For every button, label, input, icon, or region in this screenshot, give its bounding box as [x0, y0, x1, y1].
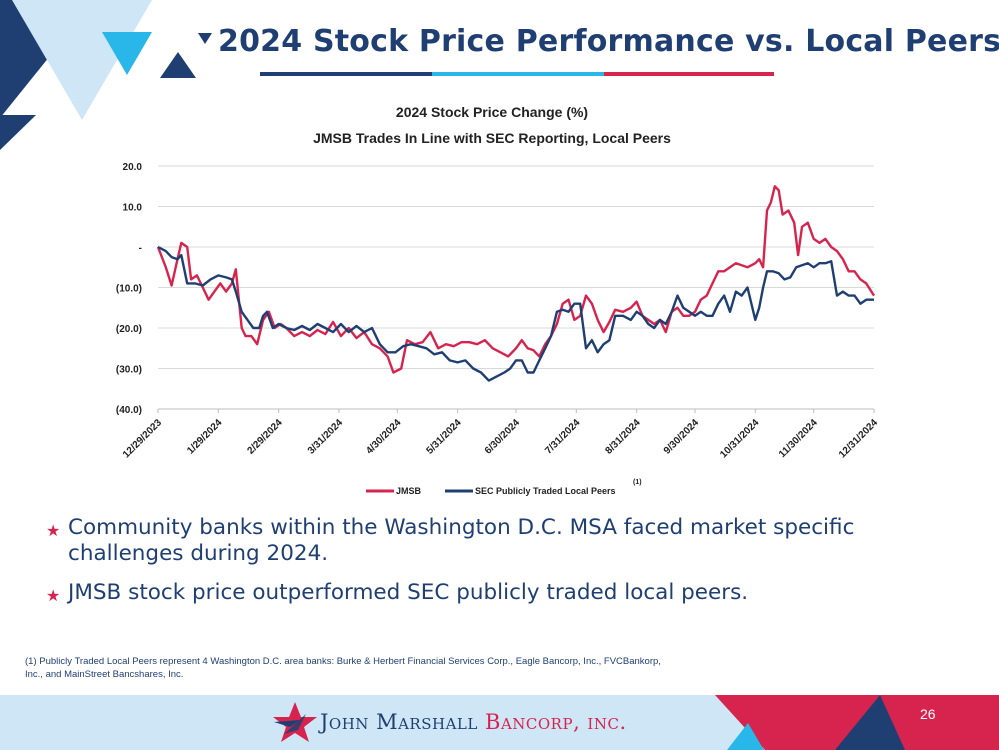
- y-tick-label: (20.0): [116, 324, 142, 335]
- title-underline-red: [604, 72, 774, 76]
- x-tick-label: 8/31/2024: [604, 417, 644, 457]
- lightblue-triangle: [12, 0, 152, 120]
- x-tick-label: 10/31/2024: [718, 417, 761, 460]
- chart-title-line1: 2024 Stock Price Change (%): [396, 104, 588, 120]
- stock-price-chart: 2024 Stock Price Change (%) JMSB Trades …: [116, 104, 881, 496]
- x-tick-label: 2/29/2024: [246, 417, 286, 457]
- footer-decoration: [715, 695, 999, 750]
- footer-bar: [0, 695, 999, 750]
- footer-navy-triangle: [835, 695, 905, 750]
- x-tick-label: 3/31/2024: [306, 417, 346, 457]
- y-tick-label: 20.0: [123, 162, 143, 173]
- x-tick-label: 4/30/2024: [364, 417, 404, 457]
- x-tick-label: 7/31/2024: [543, 417, 583, 457]
- chart-title-line2: JMSB Trades In Line with SEC Reporting, …: [313, 130, 671, 146]
- y-tick-label: (40.0): [116, 405, 142, 416]
- navy-small-triangle: [0, 115, 36, 150]
- x-axis-ticks: 12/29/2023 1/29/2024 2/29/2024 3/31/2024 4/3…: [121, 409, 880, 461]
- title-underline-navy: [260, 72, 432, 76]
- x-tick-label: 5/31/2024: [425, 417, 465, 457]
- navy-up-triangle: [160, 52, 196, 78]
- x-tick-label: 1/29/2024: [185, 417, 225, 457]
- bullet-item: ★ Community banks within the Washington D…: [46, 515, 946, 567]
- x-tick-label: 11/30/2024: [777, 417, 820, 460]
- series-line-peers: [157, 245, 874, 382]
- y-axis-ticks: 20.0 10.0 - (10.0) (20.0) (30.0) (40.0): [116, 162, 143, 416]
- star-icon: ★: [46, 521, 61, 540]
- brand-name-part2: Bancorp, inc.: [477, 710, 627, 734]
- title-underline-cyan: [432, 72, 604, 76]
- page-title: 2024 Stock Price Performance vs. Local P…: [218, 24, 999, 59]
- x-tick-label: 12/31/2024: [837, 417, 880, 460]
- bullet-item: ★ JMSB stock price outperformed SEC publi…: [46, 580, 946, 606]
- series-lines: [156, 185, 876, 382]
- star-logo-icon: [273, 702, 317, 742]
- x-tick-label: 9/30/2024: [662, 417, 702, 457]
- page-number: 26: [920, 706, 936, 722]
- gridlines: [158, 165, 874, 410]
- brand-logo: John Marshall Bancorp, inc.: [270, 700, 627, 744]
- x-tick-label: 6/30/2024: [483, 417, 523, 457]
- navy-mini-triangle: [198, 33, 212, 44]
- y-tick-label: 10.0: [123, 203, 143, 214]
- brand-name: John Marshall Bancorp, inc.: [320, 710, 627, 734]
- brand-name-part1: John Marshall: [320, 710, 478, 734]
- bullet-text: JMSB stock price outperformed SEC public…: [68, 580, 749, 605]
- bullet-list: ★ Community banks within the Washington D…: [46, 515, 946, 619]
- footnote: (1) Publicly Traded Local Peers represen…: [25, 656, 661, 680]
- legend-label-peers: SEC Publicly Traded Local Peers: [475, 486, 616, 496]
- legend-footnote-marker: (1): [633, 479, 642, 486]
- legend-label-jmsb: JMSB: [396, 486, 422, 496]
- y-tick-label: (30.0): [116, 365, 142, 376]
- x-tick-label: 12/29/2023: [121, 417, 164, 460]
- series-line-jmsb: [156, 185, 876, 374]
- footer-red-shape: [715, 695, 999, 750]
- bullet-text: Community banks within the Washington D.…: [68, 515, 855, 566]
- cyan-triangle: [102, 32, 152, 75]
- legend: JMSB SEC Publicly Traded Local Peers (1): [366, 479, 642, 496]
- y-tick-label: -: [139, 243, 142, 254]
- footer-cyan-triangle: [727, 723, 764, 750]
- y-tick-label: (10.0): [116, 284, 142, 295]
- star-icon: ★: [46, 586, 61, 605]
